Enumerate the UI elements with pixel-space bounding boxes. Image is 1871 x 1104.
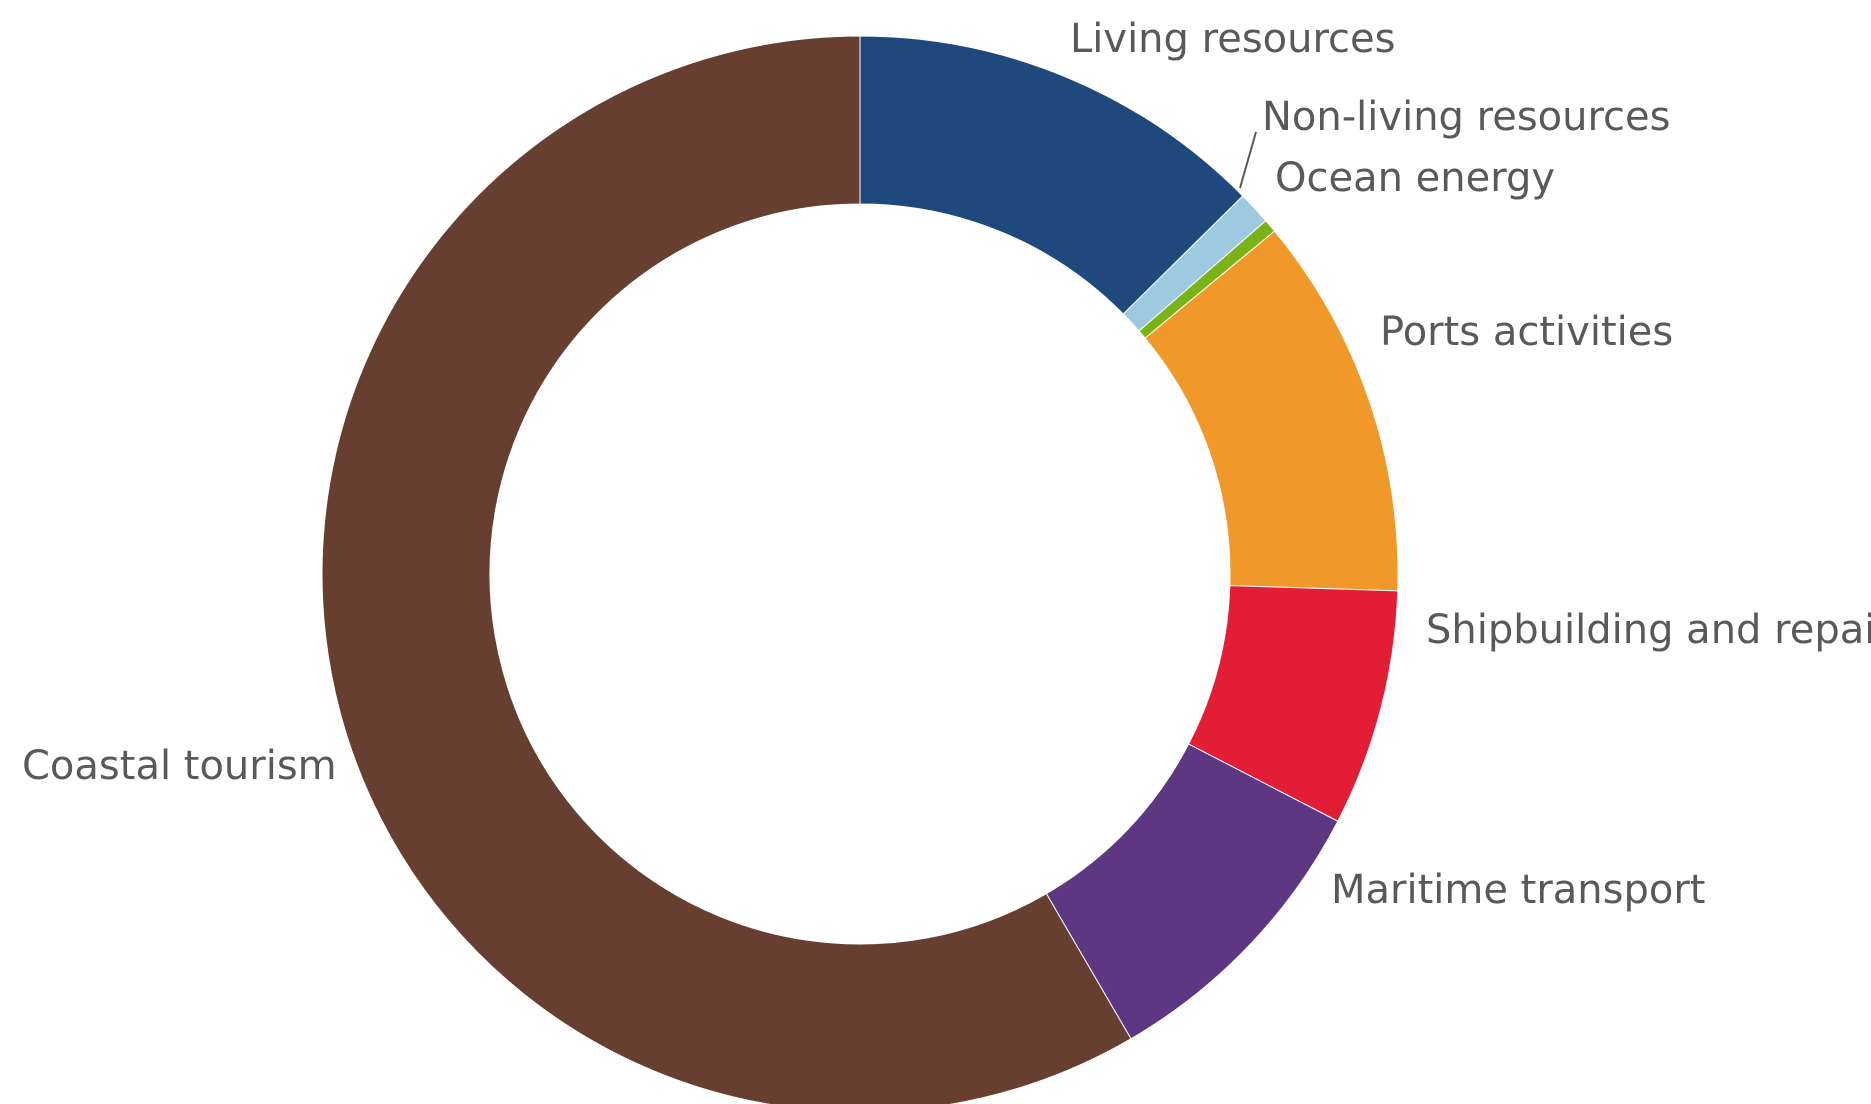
label-shipbuilding-and-repair: Shipbuilding and repair — [1426, 607, 1871, 653]
label-living-resources: Living resources — [1070, 16, 1396, 62]
slice-labels: Living resources Non-living resources Oc… — [22, 16, 1871, 913]
label-non-living-resources: Non-living resources — [1262, 94, 1671, 140]
non-living-resources-leader-line — [1239, 131, 1257, 189]
slice-coastal-tourism — [321, 35, 1132, 1104]
label-ocean-energy: Ocean energy — [1275, 155, 1555, 201]
donut-slices — [321, 35, 1399, 1104]
label-maritime-transport: Maritime transport — [1331, 867, 1706, 913]
label-coastal-tourism: Coastal tourism — [22, 743, 337, 789]
label-ports-activities: Ports activities — [1380, 309, 1673, 355]
